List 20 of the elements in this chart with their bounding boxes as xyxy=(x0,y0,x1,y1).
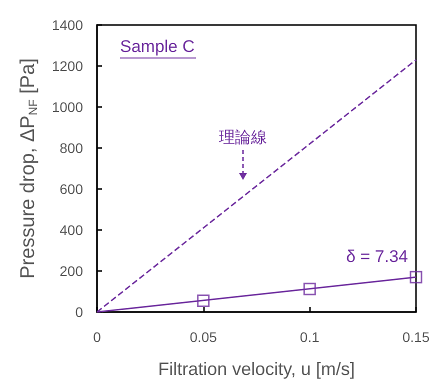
y-tick-label: 1200 xyxy=(52,58,84,74)
annotation: δ = 7.34 xyxy=(346,247,408,266)
x-tick-label: 0 xyxy=(93,329,102,345)
x-axis-title: Filtration velocity, u [m/s] xyxy=(158,359,355,379)
point xyxy=(410,270,422,284)
point xyxy=(303,282,316,296)
x-tick-label: 0.15 xyxy=(402,329,430,345)
y-tick-label: 800 xyxy=(60,140,84,156)
y-tick-label: 600 xyxy=(60,181,84,197)
y-tick-label: 1000 xyxy=(52,99,84,115)
x-tick-label: 0.1 xyxy=(300,329,320,345)
y-tick-label: 0 xyxy=(75,304,84,320)
x-tick-label: 0.05 xyxy=(190,329,218,345)
y-tick-label: 400 xyxy=(60,222,84,238)
annotation: Sample C xyxy=(120,37,195,56)
point xyxy=(197,294,210,307)
y-tick-label: 1400 xyxy=(52,17,84,33)
y-axis-title: Pressure drop, ΔPNF [Pa] xyxy=(17,58,40,279)
annotation: 理論線 xyxy=(219,128,267,146)
y-tick-label: 200 xyxy=(60,263,84,279)
